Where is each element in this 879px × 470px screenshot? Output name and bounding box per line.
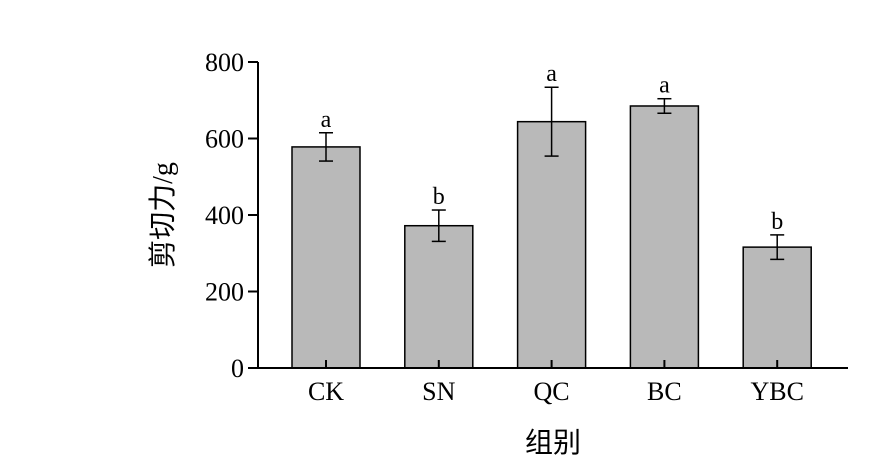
y-tick-label: 600 <box>205 125 244 154</box>
x-tick-label-sn: SN <box>422 377 455 406</box>
significance-label-sn: b <box>433 184 445 210</box>
y-ticks-layer: 0 200 400 600 800 <box>205 48 258 383</box>
x-axis-title: 组别 <box>525 427 581 459</box>
x-tick-label-ck: CK <box>308 377 344 406</box>
y-tick-label: 200 <box>205 278 244 307</box>
bar-sn <box>404 224 474 369</box>
error-bars-layer <box>319 86 785 261</box>
significance-labels-layer: a b a a b <box>321 61 784 235</box>
significance-label-ck: a <box>321 107 332 133</box>
y-tick-label: 0 <box>231 354 244 383</box>
bar-qc <box>516 120 587 369</box>
x-tick-label-ybc: YBC <box>750 377 803 406</box>
x-tick-label-bc: BC <box>647 377 682 406</box>
bar-ybc <box>742 246 812 369</box>
significance-label-qc: a <box>546 61 557 87</box>
significance-label-ybc: b <box>771 209 783 235</box>
bar-bc <box>629 105 700 369</box>
y-axis-title: 剪切力/g <box>147 162 179 268</box>
x-tick-label-qc: QC <box>534 377 570 406</box>
y-tick-label: 400 <box>205 201 244 230</box>
x-ticks-layer: CK SN QC BC YBC <box>308 360 804 406</box>
y-tick-label: 800 <box>205 48 244 77</box>
bar-ck <box>291 146 361 369</box>
significance-label-bc: a <box>659 73 670 99</box>
